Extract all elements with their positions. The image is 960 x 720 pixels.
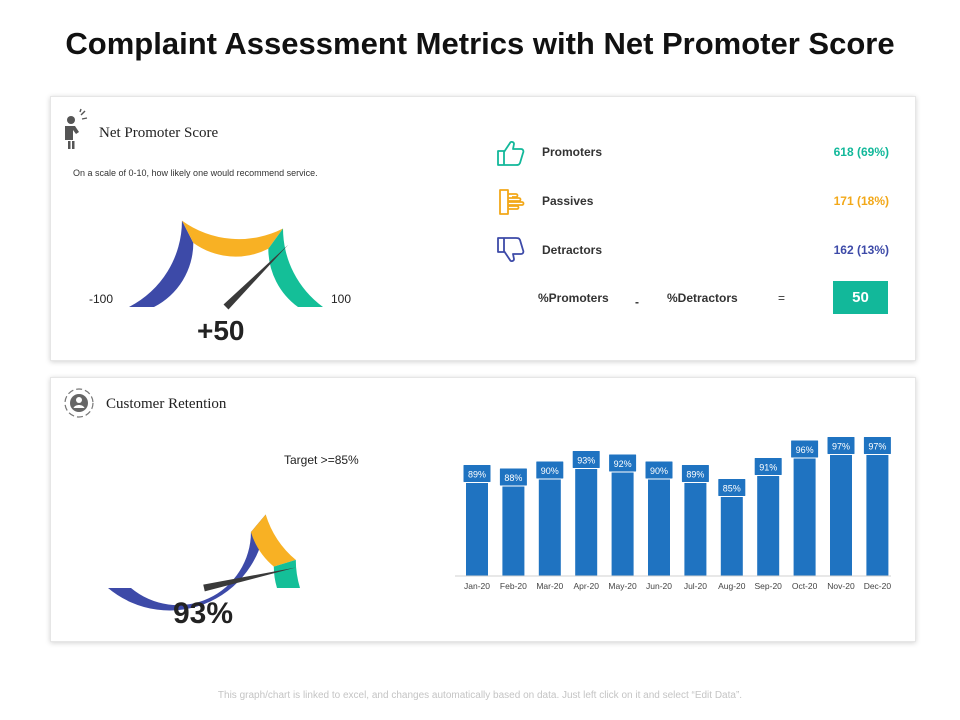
retention-card: Customer Retention Target >=85% 93% 89% J… (50, 377, 916, 642)
data-label-box (535, 460, 565, 480)
data-label: 96% (796, 445, 814, 455)
x-tick-label: May-20 (608, 581, 637, 591)
x-tick-label: Oct-20 (792, 581, 818, 591)
detractors-value: 162 (13%) (833, 243, 889, 257)
formula-equals: = (778, 291, 786, 305)
retention-bar-chart: 89% Jan-20 88% Feb-20 90% Mar-20 93% Apr-20 92% M… (455, 436, 892, 591)
thumbs-up-icon (497, 141, 525, 166)
data-label-box (498, 467, 528, 487)
retention-gauge-segment-mid (250, 514, 296, 567)
data-label: 89% (686, 470, 704, 480)
data-label-box (680, 464, 710, 483)
data-label: 91% (759, 463, 777, 473)
nps-subtitle: On a scale of 0-10, how likely one would… (73, 168, 318, 178)
retention-gauge (108, 514, 300, 611)
data-label-box (571, 450, 601, 469)
data-label: 85% (723, 484, 741, 494)
retention-needle (203, 567, 296, 592)
nps-card: Net Promoter Score On a scale of 0-10, h… (50, 96, 916, 361)
nps-gauge (129, 220, 323, 310)
bar-Feb-20 (502, 478, 525, 576)
data-label-box (826, 436, 856, 455)
data-label: 89% (468, 470, 486, 480)
promoters-value: 618 (69%) (833, 145, 889, 159)
nps-max-label: 100 (331, 292, 352, 306)
retention-gauge-segment-high (273, 559, 300, 588)
thumbs-down-icon (497, 237, 525, 262)
nps-gauge-segment-detractors (129, 220, 194, 307)
passives-value: 171 (18%) (833, 194, 889, 208)
formula-promoters: %Promoters (538, 291, 609, 305)
data-label-box (462, 464, 492, 483)
nps-heading: Net Promoter Score (99, 125, 219, 141)
bar-Jun-20 (648, 471, 670, 576)
passives-label: Passives (542, 194, 594, 208)
data-label-box (608, 453, 638, 473)
data-label: 93% (577, 456, 595, 466)
formula-detractors: %Detractors (667, 291, 738, 305)
x-tick-label: Jan-20 (464, 581, 490, 591)
data-label-box (862, 436, 892, 455)
nps-result: 50 (833, 281, 888, 314)
x-tick-label: Mar-20 (536, 581, 563, 591)
page-title: Complaint Assessment Metrics with Net Pr… (65, 26, 895, 61)
data-label-box (753, 457, 783, 476)
retention-cycle-icon (64, 388, 94, 418)
retention-heading: Customer Retention (106, 396, 227, 412)
x-tick-label: Aug-20 (718, 581, 746, 591)
data-label: 90% (541, 466, 559, 476)
x-tick-label: Jun-20 (646, 581, 672, 591)
promoters-label: Promoters (542, 145, 603, 159)
person-speaker-icon (65, 108, 88, 149)
bar-Oct-20 (793, 450, 816, 576)
nps-min-label: -100 (89, 292, 114, 306)
data-label: 97% (832, 442, 850, 452)
retention-value: 93% (173, 597, 234, 630)
bar-Apr-20 (575, 460, 598, 576)
data-label-box (717, 478, 747, 497)
data-label-box (644, 460, 674, 480)
formula-minus: - (635, 295, 639, 309)
footnote: This graph/chart is linked to excel, and… (217, 690, 743, 701)
bar-Jul-20 (684, 474, 707, 576)
bar-Dec-20 (866, 446, 889, 576)
nps-score: +50 (197, 315, 245, 346)
x-tick-label: Nov-20 (827, 581, 855, 591)
bar-Aug-20 (720, 488, 743, 576)
bar-Mar-20 (538, 471, 561, 576)
data-label: 97% (868, 442, 886, 452)
nps-gauge-segment-passives (181, 220, 284, 257)
data-label-box (790, 439, 820, 459)
bar-Nov-20 (830, 446, 852, 576)
sideways-hand-icon (499, 189, 525, 215)
bar-May-20 (611, 464, 634, 576)
data-label: 88% (504, 473, 522, 483)
x-tick-label: Jul-20 (684, 581, 707, 591)
nps-needle (223, 244, 289, 310)
x-tick-label: Feb-20 (500, 581, 527, 591)
nps-gauge-segment-promoters (268, 228, 323, 307)
bar-Jan-20 (466, 474, 488, 576)
x-tick-label: Dec-20 (864, 581, 892, 591)
x-tick-label: Apr-20 (573, 581, 599, 591)
x-tick-label: Sep-20 (754, 581, 782, 591)
bar-Sep-20 (757, 467, 780, 576)
retention-target: Target >=85% (284, 453, 359, 467)
data-label: 90% (650, 466, 668, 476)
detractors-label: Detractors (542, 243, 603, 257)
data-label: 92% (614, 459, 632, 469)
